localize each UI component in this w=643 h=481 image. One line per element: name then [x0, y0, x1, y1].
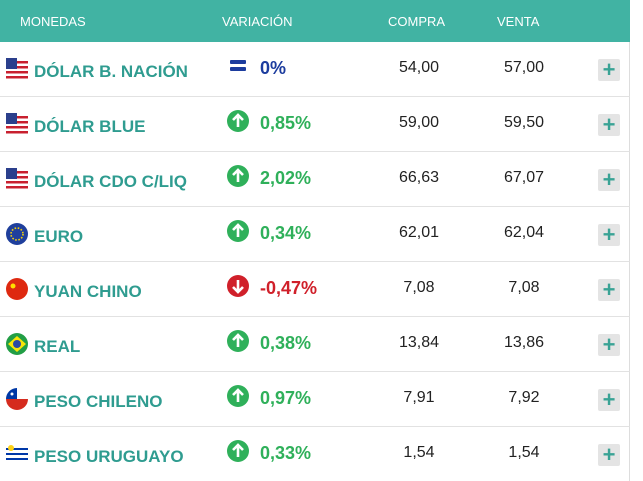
flag-part: [6, 113, 17, 124]
variation: -0,47%: [260, 278, 318, 298]
variation: 0,85%: [260, 113, 312, 133]
sell-price: 7,08: [508, 279, 540, 296]
flag-part: [6, 448, 28, 450]
flag-part: [6, 168, 17, 179]
flag: [6, 223, 28, 245]
expand-button[interactable]: +: [598, 444, 620, 466]
variation: 0,38%: [260, 333, 312, 353]
buy-price: 13,84: [398, 334, 440, 351]
sell-price: 59,50: [503, 114, 545, 131]
buy-price: 7,08: [403, 279, 435, 296]
column-header: COMPRA: [388, 14, 446, 29]
flag-part: [6, 186, 28, 189]
icon: [227, 330, 249, 352]
flag: [6, 388, 28, 410]
buy-price: 62,01: [398, 224, 440, 241]
flag: [6, 168, 28, 190]
icon-part: [232, 443, 244, 457]
flag: [6, 113, 28, 135]
icon-part: [230, 60, 246, 64]
flag: [6, 333, 28, 355]
flag-part: [6, 71, 28, 74]
sell-price: 13,86: [503, 334, 545, 351]
column-header: VENTA: [497, 14, 540, 29]
buy-price: 54,00: [398, 59, 440, 76]
sell-price: 62,04: [503, 224, 545, 241]
table-row: PESO CHILENO 0,97% 7,91 7,92 +: [0, 372, 630, 427]
flag-part: [6, 453, 28, 455]
table-row: YUAN CHINO -0,47% 7,08 7,08 +: [0, 262, 630, 317]
column-header: MONEDAS: [20, 14, 86, 29]
flag-part: [10, 392, 14, 396]
icon: [227, 275, 249, 297]
flag: [6, 443, 28, 465]
currency-name: DÓLAR CDO C/LIQ: [34, 172, 187, 191]
variation: 0,34%: [260, 223, 312, 243]
flag-part: [10, 227, 24, 241]
currency-name: DÓLAR BLUE: [34, 117, 146, 136]
flag-part: [6, 278, 28, 300]
flag-part: [13, 340, 21, 348]
icon-part: [232, 168, 244, 182]
icon: [227, 220, 249, 242]
table-row: DÓLAR BLUE 0,85% 59,00 59,50 +: [0, 97, 630, 152]
flag-part: [6, 223, 28, 245]
variation: 0%: [260, 58, 287, 78]
buy-price: 7,91: [403, 389, 435, 406]
flag-part: [6, 399, 28, 410]
flag-part: [6, 458, 28, 460]
variation: 2,02%: [260, 168, 312, 188]
buy-price: 59,00: [398, 114, 440, 131]
expand-button[interactable]: +: [598, 169, 620, 191]
expand-button[interactable]: +: [598, 114, 620, 136]
table-row: DÓLAR B. NACIÓN 0% 54,00 57,00 +: [0, 42, 630, 97]
table-row: DÓLAR CDO C/LIQ 2,02% 66,63 67,07 +: [0, 152, 630, 207]
icon-part: [230, 67, 246, 71]
column-header: VARIACIÓN: [222, 14, 293, 29]
flag-part: [6, 58, 17, 69]
icon: [227, 440, 249, 462]
icon-part: [232, 113, 244, 127]
icon-part: [232, 223, 244, 237]
icon: [230, 60, 246, 71]
flag-part: [6, 131, 28, 134]
flag-part: [10, 283, 16, 289]
sell-price: 7,92: [508, 389, 540, 406]
icon-part: [232, 280, 244, 294]
sell-price: 57,00: [503, 59, 545, 76]
sell-price: 1,54: [508, 444, 540, 461]
flag-part: [6, 181, 28, 184]
currency-name: PESO URUGUAYO: [34, 447, 184, 466]
flag-part: [8, 445, 14, 451]
flag-part: [6, 126, 28, 129]
flag: [6, 58, 28, 80]
sell-price: 67,07: [503, 169, 545, 186]
table-row: EURO 0,34% 62,01 62,04 +: [0, 207, 630, 262]
expand-button[interactable]: +: [598, 279, 620, 301]
icon-part: [232, 388, 244, 402]
table-header: MONEDAS VARIACIÓN COMPRA VENTA: [0, 0, 630, 42]
variation: 0,33%: [260, 443, 312, 463]
expand-button[interactable]: +: [598, 224, 620, 246]
table-row: REAL 0,38% 13,84 13,86 +: [0, 317, 630, 372]
table-row: PESO URUGUAYO 0,33% 1,54 1,54 +: [0, 427, 630, 481]
buy-price: 1,54: [403, 444, 435, 461]
icon: [227, 385, 249, 407]
buy-price: 66,63: [398, 169, 440, 186]
currency-name: REAL: [34, 337, 81, 356]
currency-name: DÓLAR B. NACIÓN: [34, 62, 188, 81]
currency-name: PESO CHILENO: [34, 392, 163, 411]
flag-part: [6, 76, 28, 79]
currency-name: EURO: [34, 227, 84, 246]
currency-name: YUAN CHINO: [34, 282, 142, 301]
icon: [227, 165, 249, 187]
icon-part: [232, 333, 244, 347]
expand-button[interactable]: +: [598, 334, 620, 356]
expand-button[interactable]: +: [598, 59, 620, 81]
flag: [6, 278, 28, 300]
expand-button[interactable]: +: [598, 389, 620, 411]
variation: 0,97%: [260, 388, 312, 408]
icon: [227, 110, 249, 132]
